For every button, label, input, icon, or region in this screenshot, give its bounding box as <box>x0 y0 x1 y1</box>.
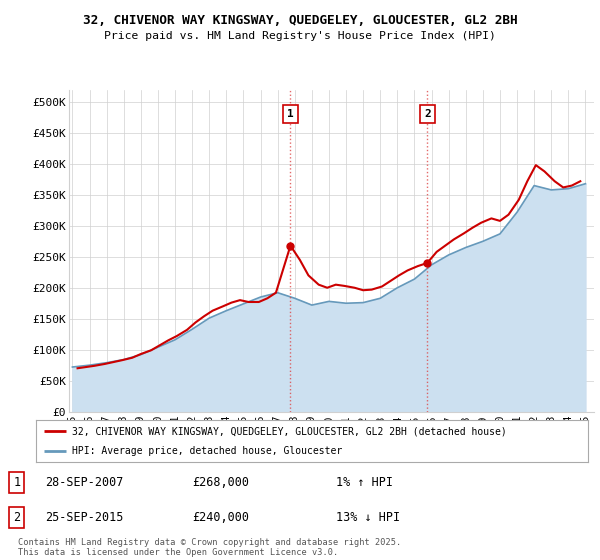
Text: 1: 1 <box>287 109 294 119</box>
Text: 25-SEP-2015: 25-SEP-2015 <box>45 511 124 524</box>
Text: £268,000: £268,000 <box>192 476 249 489</box>
Text: 2: 2 <box>424 109 431 119</box>
Text: 2: 2 <box>13 511 20 524</box>
Text: Price paid vs. HM Land Registry's House Price Index (HPI): Price paid vs. HM Land Registry's House … <box>104 31 496 41</box>
Text: 28-SEP-2007: 28-SEP-2007 <box>45 476 124 489</box>
Text: £240,000: £240,000 <box>192 511 249 524</box>
Text: 1% ↑ HPI: 1% ↑ HPI <box>336 476 393 489</box>
Text: HPI: Average price, detached house, Gloucester: HPI: Average price, detached house, Glou… <box>72 446 342 456</box>
Text: 32, CHIVENOR WAY KINGSWAY, QUEDGELEY, GLOUCESTER, GL2 2BH: 32, CHIVENOR WAY KINGSWAY, QUEDGELEY, GL… <box>83 14 517 27</box>
Text: 13% ↓ HPI: 13% ↓ HPI <box>336 511 400 524</box>
Text: 1: 1 <box>13 476 20 489</box>
Text: 32, CHIVENOR WAY KINGSWAY, QUEDGELEY, GLOUCESTER, GL2 2BH (detached house): 32, CHIVENOR WAY KINGSWAY, QUEDGELEY, GL… <box>72 426 506 436</box>
Text: Contains HM Land Registry data © Crown copyright and database right 2025.
This d: Contains HM Land Registry data © Crown c… <box>18 538 401 557</box>
